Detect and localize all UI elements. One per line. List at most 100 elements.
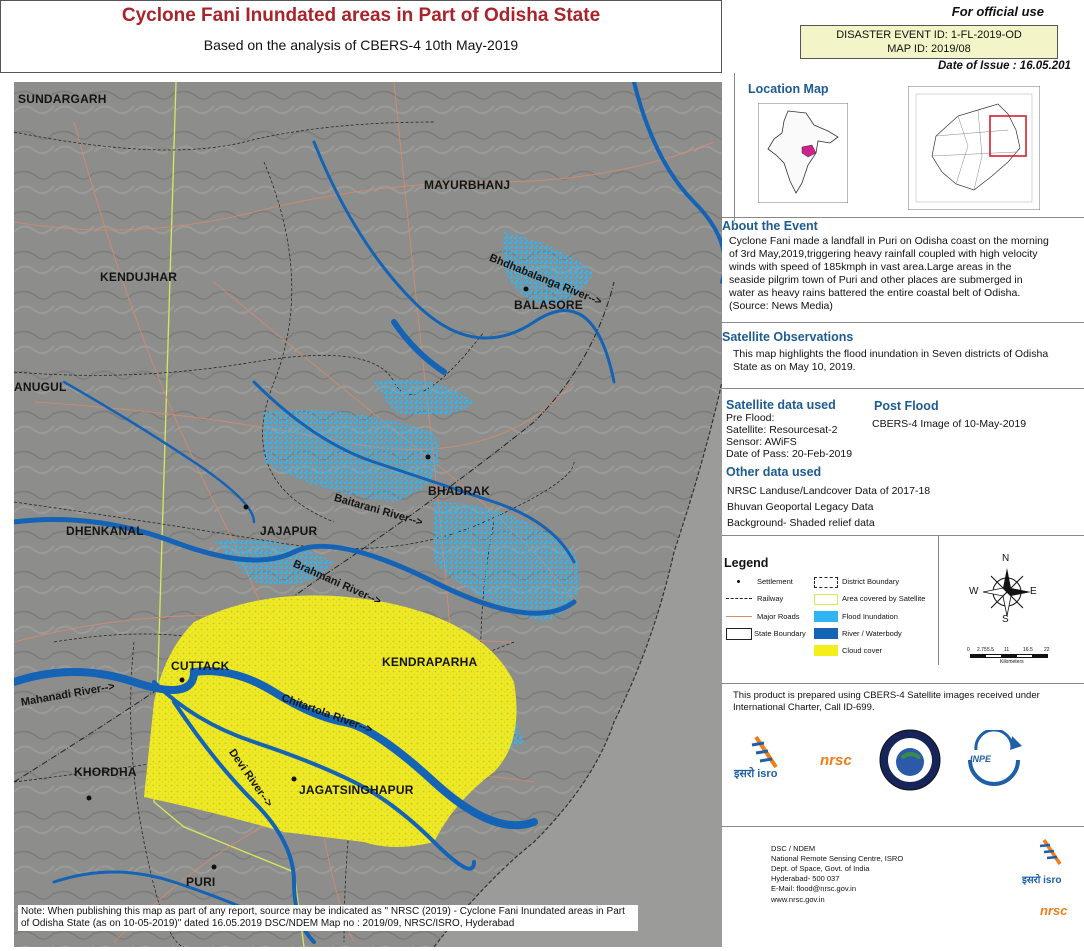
district-label: JAJAPUR: [260, 524, 318, 538]
district-label: BHADRAK: [428, 484, 491, 498]
divider: [722, 826, 1084, 827]
satellite-coverage-outline: [153, 82, 305, 947]
map-id: MAP ID: 2019/08: [887, 43, 971, 55]
pre-flood-line: Pre Flood:: [726, 412, 775, 424]
district-label: ANUGUL: [14, 380, 67, 394]
contact-line: National Remote Sensing Centre, ISRO: [771, 854, 904, 863]
odisha-location-map: [908, 86, 1040, 210]
scale-tick: 22: [1044, 647, 1050, 653]
district-label: KENDUJHAR: [100, 270, 178, 284]
pre-flood-line: Sensor: AWiFS: [726, 436, 797, 448]
charter-logo-icon: [879, 729, 941, 791]
map-canvas: [14, 82, 722, 947]
compass-icon: [982, 568, 1031, 617]
contact-line: Dept. of Space, Govt. of India: [771, 864, 870, 873]
post-flood-heading: Post Flood: [874, 399, 939, 413]
official-use-label: For official use: [951, 4, 1044, 19]
compass-n: N: [1002, 553, 1010, 564]
observations-text: This map highlights the flood inundation…: [733, 348, 1049, 373]
divider: [722, 322, 1084, 323]
legend-label: Railway: [757, 594, 784, 603]
divider: [722, 388, 1084, 389]
legend-district-boundary-symbol: [814, 577, 838, 588]
legend-label: District Boundary: [842, 577, 900, 586]
title-box: Cyclone Fani Inundated areas in Part of …: [0, 0, 722, 73]
about-text: Cyclone Fani made a landfall in Puri on …: [729, 235, 1049, 312]
scale-tick: 5.5: [987, 647, 994, 653]
legend-satellite-area-symbol: [814, 594, 838, 605]
nrsc-logo: nrsc: [820, 752, 852, 769]
rivers: [14, 82, 722, 944]
legend-label: Flood Inundation: [842, 612, 898, 621]
isro-logo-icon: [751, 735, 778, 769]
compass-e: E: [1030, 586, 1037, 597]
divider: [722, 535, 1084, 536]
legend-settlement-symbol: [737, 580, 740, 583]
pre-flood-line: Date of Pass: 20-Feb-2019: [726, 448, 853, 460]
legend-label: Area covered by Satellite: [842, 594, 926, 603]
post-flood-text: CBERS-4 Image of 10-May-2019: [872, 418, 1027, 430]
legend-label: Major Roads: [757, 612, 800, 621]
district-label: KHORDHA: [74, 765, 137, 779]
compass-w: W: [969, 586, 979, 597]
map-subtitle: Based on the analysis of CBERS-4 10th Ma…: [203, 37, 519, 53]
legend-roads-symbol: [726, 616, 752, 617]
contact-line: DSC / NDEM: [771, 844, 816, 853]
other-data-item: Bhuvan Geoportal Legacy Data: [727, 501, 874, 513]
inpe-logo-icon: [968, 730, 1022, 786]
legend-label: State Boundary: [754, 629, 806, 638]
district-label: KENDRAPARHA: [382, 655, 478, 669]
publishing-note: Note: When publishing this map as part o…: [18, 905, 638, 931]
contact-line: Hyderabad- 500 037: [771, 874, 840, 883]
observations-heading: Satellite Observations: [722, 330, 854, 344]
inpe-logo-text: INPE: [970, 754, 992, 764]
contact-line[interactable]: E-Mail: flood@nrsc.gov.in: [771, 884, 857, 893]
product-note: This product is prepared using CBERS-4 S…: [733, 690, 1040, 713]
settlements: [86, 286, 529, 870]
main-map[interactable]: SUNDARGARH MAYURBHANJ KENDUJHAR BALASORE…: [14, 82, 722, 947]
district-label: PURI: [186, 875, 216, 889]
map-title: Cyclone Fani Inundated areas in Part of …: [121, 5, 601, 26]
about-heading: About the Event: [722, 219, 818, 233]
coastline: [433, 381, 722, 947]
legend-heading: Legend: [724, 556, 769, 570]
nrsc-logo-small: nrsc: [1040, 903, 1068, 918]
district-label: SUNDARGARH: [18, 92, 107, 106]
isro-logo-text: इसरो isro: [734, 768, 778, 780]
other-data-item: Background- Shaded relief data: [727, 517, 875, 529]
district-label: JAGATSINGHAPUR: [299, 783, 414, 797]
event-id: DISASTER EVENT ID: 1-FL-2019-OD: [836, 29, 1022, 41]
divider: [734, 73, 735, 221]
legend-state-boundary-symbol: [726, 628, 752, 640]
railway: [14, 281, 615, 783]
legend-flood-symbol: [814, 611, 838, 622]
scale-tick: 11: [1004, 647, 1010, 653]
event-id-box: DISASTER EVENT ID: 1-FL-2019-OD MAP ID: …: [800, 25, 1058, 59]
scale-tick: 16.5: [1023, 647, 1033, 653]
district-label: BALASORE: [514, 298, 583, 312]
isro-logo-small-text: इसरो isro: [1022, 875, 1062, 886]
district-label: CUTTACK: [171, 659, 230, 673]
date-of-issue: Date of Issue : 16.05.201: [938, 60, 1071, 72]
legend-cloud-symbol: [814, 645, 838, 656]
sea-area: [434, 122, 722, 947]
scale-bar: [970, 654, 1048, 658]
location-map-heading: Location Map: [748, 82, 829, 96]
legend-river-symbol: [814, 628, 838, 639]
pre-flood-line: Satellite: Resourcesat-2: [726, 424, 838, 436]
compass-s: S: [1002, 614, 1009, 625]
scale-tick: 2.75: [977, 647, 987, 653]
district-label: MAYURBHANJ: [424, 178, 511, 192]
legend-label: Settlement: [757, 577, 793, 586]
divider: [722, 217, 1084, 218]
other-data-item: NRSC Landuse/Landcover Data of 2017-18: [727, 485, 931, 497]
scale-unit: Kilometers: [1000, 659, 1024, 665]
divider: [938, 535, 939, 665]
india-location-map: [758, 103, 848, 203]
isro-logo-small-icon: [1039, 839, 1062, 865]
scale-tick: 0: [967, 647, 970, 653]
district-label: DHENKANAL: [66, 524, 144, 538]
divider: [722, 683, 1084, 684]
contact-line[interactable]: www.nrsc.gov.in: [771, 895, 825, 904]
other-data-heading: Other data used: [726, 465, 822, 479]
